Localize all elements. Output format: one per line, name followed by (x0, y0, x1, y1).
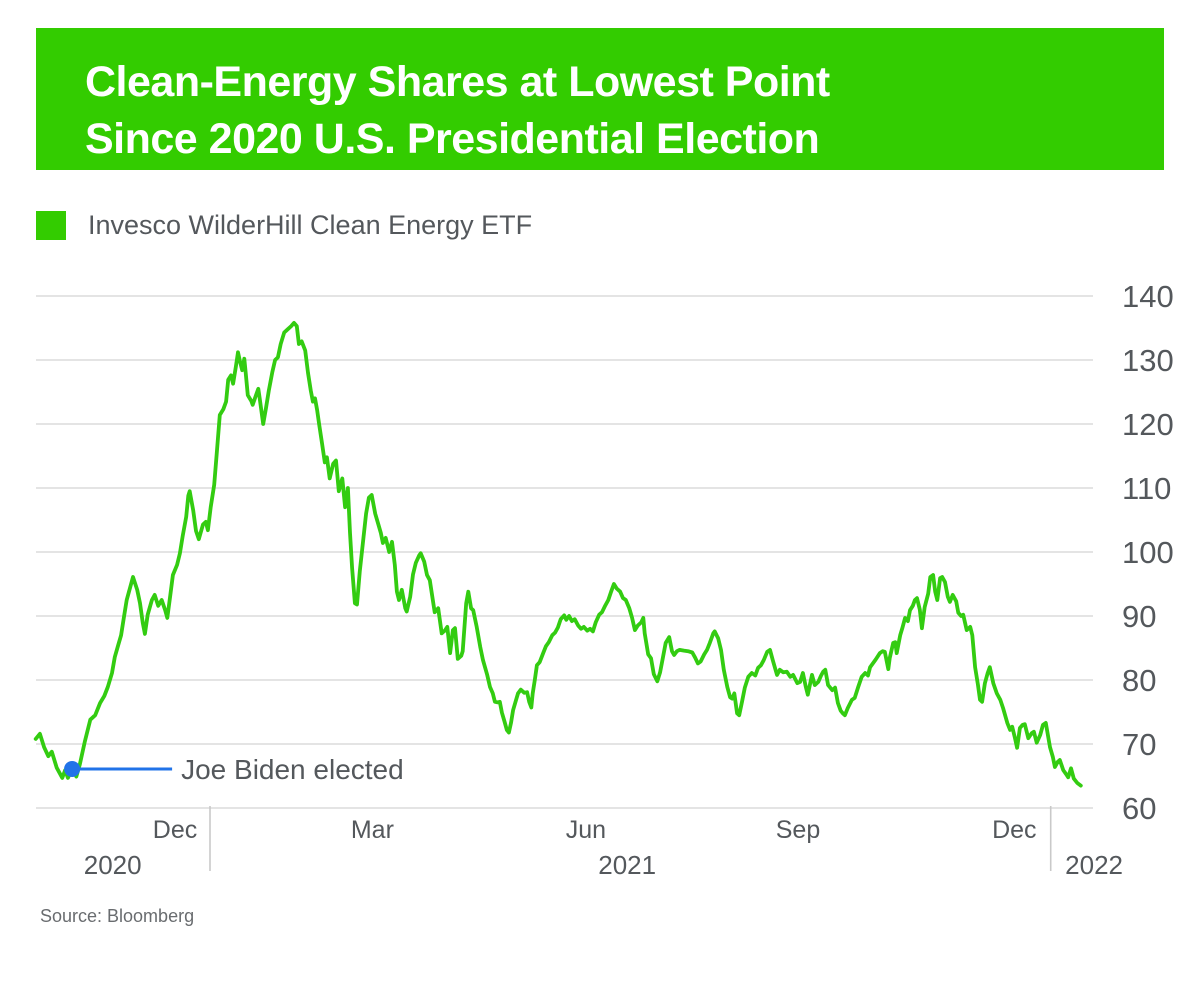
y-axis-label: 140 (1122, 279, 1174, 314)
month-label: Sep (776, 816, 820, 844)
page-title-line-2: Since 2020 U.S. Presidential Election (85, 115, 820, 163)
month-label: Dec (153, 816, 197, 844)
y-axis-label: 60 (1122, 791, 1156, 826)
y-axis-label: 100 (1122, 535, 1174, 570)
price-line (33, 320, 1083, 788)
page-title-line-1: Clean-Energy Shares at Lowest Point (85, 58, 830, 106)
month-label: Mar (351, 816, 394, 844)
year-label: 2020 (84, 850, 142, 880)
year-label: 2022 (1065, 850, 1123, 880)
month-label: Dec (992, 816, 1036, 844)
year-label: 2021 (598, 850, 656, 880)
legend: Invesco WilderHill Clean Energy ETF (36, 210, 532, 241)
legend-swatch-icon (36, 211, 66, 240)
month-label: Jun (566, 816, 606, 844)
y-axis-label: 130 (1122, 343, 1174, 378)
header-banner: Clean-Energy Shares at Lowest Point Sinc… (36, 28, 1164, 170)
y-axis-label: 80 (1122, 663, 1156, 698)
y-axis-label: 70 (1122, 727, 1156, 762)
annotation-label: Joe Biden elected (181, 754, 404, 785)
legend-label: Invesco WilderHill Clean Energy ETF (88, 210, 533, 240)
source-note: Source: Bloomberg (40, 906, 195, 926)
y-axis-label: 90 (1122, 599, 1156, 634)
y-axis-label: 120 (1122, 407, 1174, 442)
y-axis-label: 110 (1122, 471, 1171, 506)
annotation-dot (64, 760, 81, 777)
